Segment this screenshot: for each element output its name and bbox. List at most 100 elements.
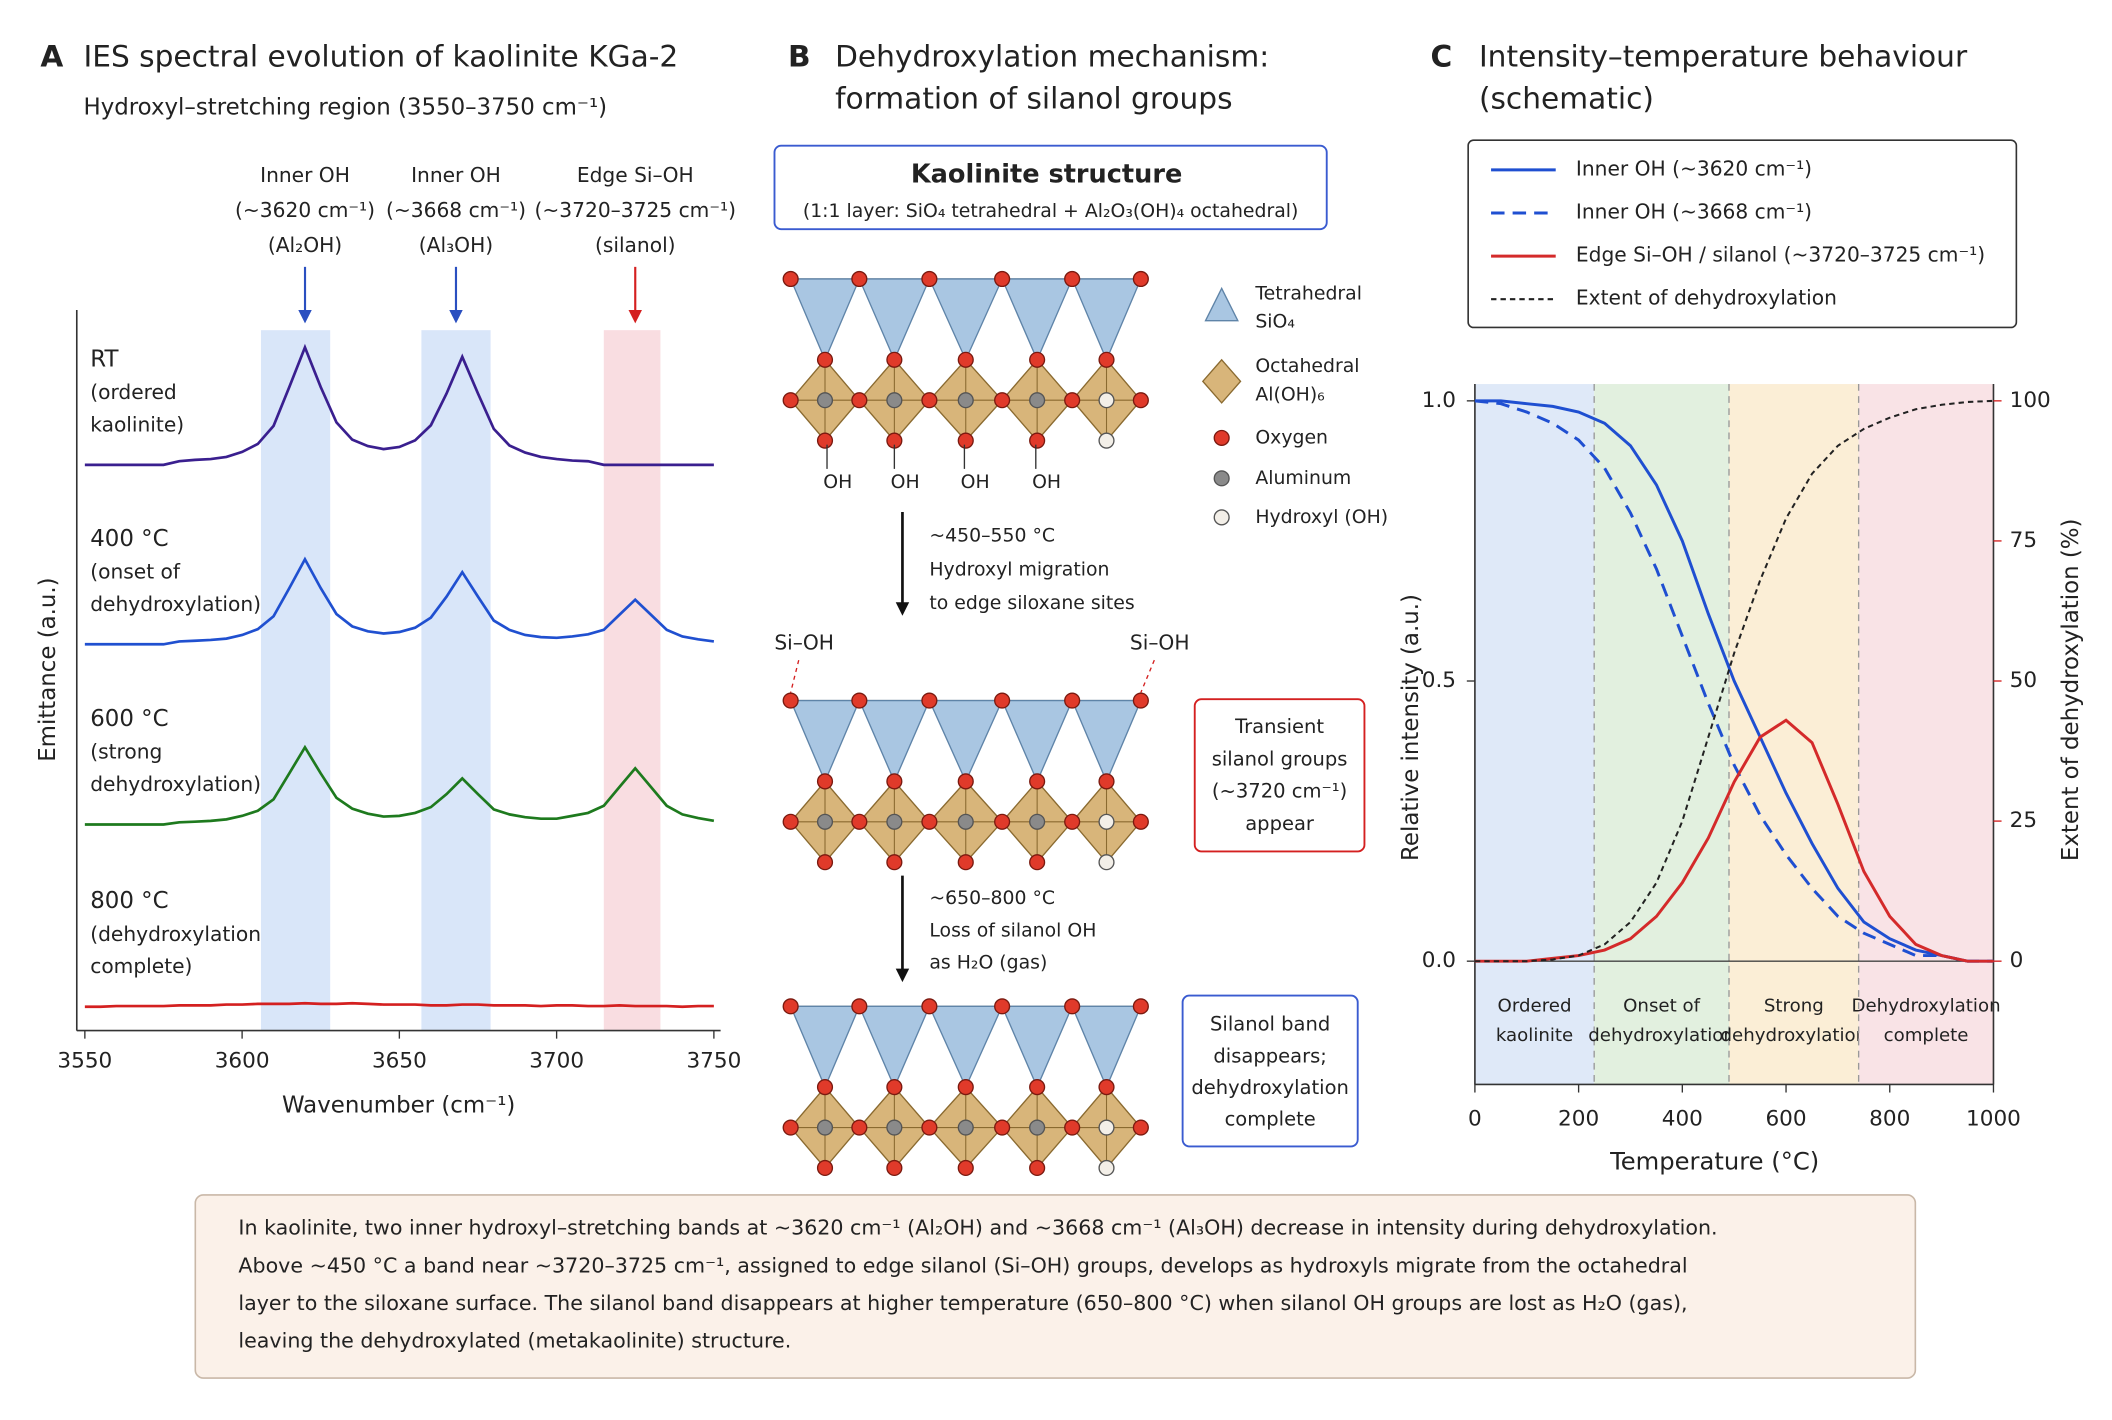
series-description: complete) (90, 954, 192, 978)
atom (921, 270, 938, 288)
phase-region (1594, 384, 1729, 1085)
atom (957, 432, 974, 449)
tetrahedron (1001, 1005, 1074, 1089)
box-text: disappears; (1213, 1044, 1326, 1067)
band (260, 330, 331, 1031)
box-text: appear (1245, 812, 1315, 835)
step-label: Loss of silanol OH (929, 920, 1096, 941)
atom (1064, 813, 1081, 830)
step-label: as H₂O (gas) (929, 953, 1047, 974)
atom (1029, 392, 1046, 409)
y2-tick-label: 25 (2010, 808, 2037, 833)
box-title: Kaolinite structure (911, 159, 1182, 189)
annotation: (~3720–3725 cm⁻¹) (535, 198, 736, 222)
box-subtitle: (1:1 layer: SiO₄ tetrahedral + Al₂O₃(OH)… (803, 201, 1299, 222)
atom (921, 813, 938, 830)
atom (1029, 1159, 1046, 1177)
atom (1098, 1119, 1115, 1136)
phase-label: complete (1884, 1025, 1969, 1046)
series-label: 400 °C (90, 526, 168, 552)
phase-region (1728, 384, 1859, 1085)
series-line (1474, 399, 1994, 963)
spectrum-line (84, 1001, 714, 1009)
atom (816, 813, 834, 830)
x-tick-label: 800 (1869, 1106, 1910, 1131)
atom (1098, 854, 1115, 871)
atom (886, 813, 903, 830)
series-line (1474, 399, 1994, 963)
phase-label: dehydroxylation (1720, 1025, 1867, 1046)
atom (921, 692, 938, 709)
step-label: ~450–550 °C (929, 526, 1055, 547)
series-label: RT (90, 346, 119, 372)
box-text: complete (1225, 1108, 1316, 1131)
x-tick-label: 3750 (686, 1049, 741, 1074)
phase-label: Strong (1764, 995, 1824, 1016)
atom (1064, 998, 1081, 1015)
atom (851, 392, 868, 409)
atom (1098, 1159, 1115, 1177)
legend-label: SiO₄ (1255, 312, 1295, 333)
legend-label: Octahedral (1255, 356, 1359, 377)
atom (1029, 854, 1046, 871)
caption-line: In kaolinite, two inner hydroxyl–stretch… (238, 1216, 1717, 1240)
box-text: dehydroxylation (1191, 1076, 1349, 1099)
phase-label: kaolinite (1496, 1025, 1573, 1046)
atom (851, 1119, 868, 1136)
y2-axis-label: Extent of dehydroxylation (%) (2058, 519, 2084, 862)
series-description: (ordered (90, 380, 177, 404)
tetrahedron (928, 278, 1004, 362)
annotation: Inner OH (411, 163, 501, 187)
atom (816, 392, 834, 409)
arrow-head (298, 309, 312, 324)
chart-title: (schematic) (1479, 80, 1654, 115)
atom (1132, 1119, 1149, 1136)
silanol-label: Si–OH (774, 631, 834, 655)
x-tick-label: 400 (1662, 1106, 1703, 1131)
tetrahedron (1071, 1005, 1142, 1089)
y2-tick-label: 0 (2010, 948, 2024, 973)
caption-box (194, 1194, 1917, 1379)
atom (851, 270, 868, 288)
atom (782, 813, 799, 830)
atom (957, 1079, 974, 1096)
atom (1029, 351, 1046, 368)
atom (1098, 432, 1115, 449)
spectrum-line (84, 744, 715, 826)
atom (886, 1159, 903, 1177)
atom (886, 773, 903, 790)
tetrahedron (858, 699, 931, 784)
atom (782, 1119, 799, 1136)
atom (1098, 1079, 1115, 1096)
atom (782, 998, 799, 1015)
oh-label: OH (891, 472, 920, 493)
legend-label: Inner OH (~3620 cm⁻¹) (1576, 156, 1812, 180)
series-description: (dehydroxylation (90, 922, 261, 946)
y2-tick-label: 50 (2010, 668, 2037, 693)
atom (1132, 998, 1149, 1015)
atom (886, 854, 903, 871)
silanol-label: Si–OH (1130, 631, 1190, 655)
box-text: Transient (1234, 715, 1324, 738)
atom (957, 1159, 974, 1177)
tetrahedron (789, 278, 861, 362)
atom (957, 773, 974, 790)
atom (782, 392, 799, 409)
box-text: Silanol band (1210, 1013, 1330, 1036)
silanol-pointer (1140, 659, 1155, 693)
tetrahedron (858, 278, 931, 362)
annotation: (~3620 cm⁻¹) (235, 198, 375, 222)
panel-label: B (788, 39, 811, 74)
atom (957, 392, 974, 409)
arrow-head (895, 602, 910, 616)
atom (1029, 1119, 1046, 1136)
step-label: to edge siloxane sites (929, 593, 1134, 614)
atom (994, 692, 1011, 709)
chart-title: Intensity–temperature behaviour (1479, 39, 1968, 74)
annotation: Edge Si–OH (577, 163, 694, 187)
atom (921, 392, 938, 409)
x-tick-label: 3700 (529, 1049, 584, 1074)
atom (1213, 429, 1230, 446)
